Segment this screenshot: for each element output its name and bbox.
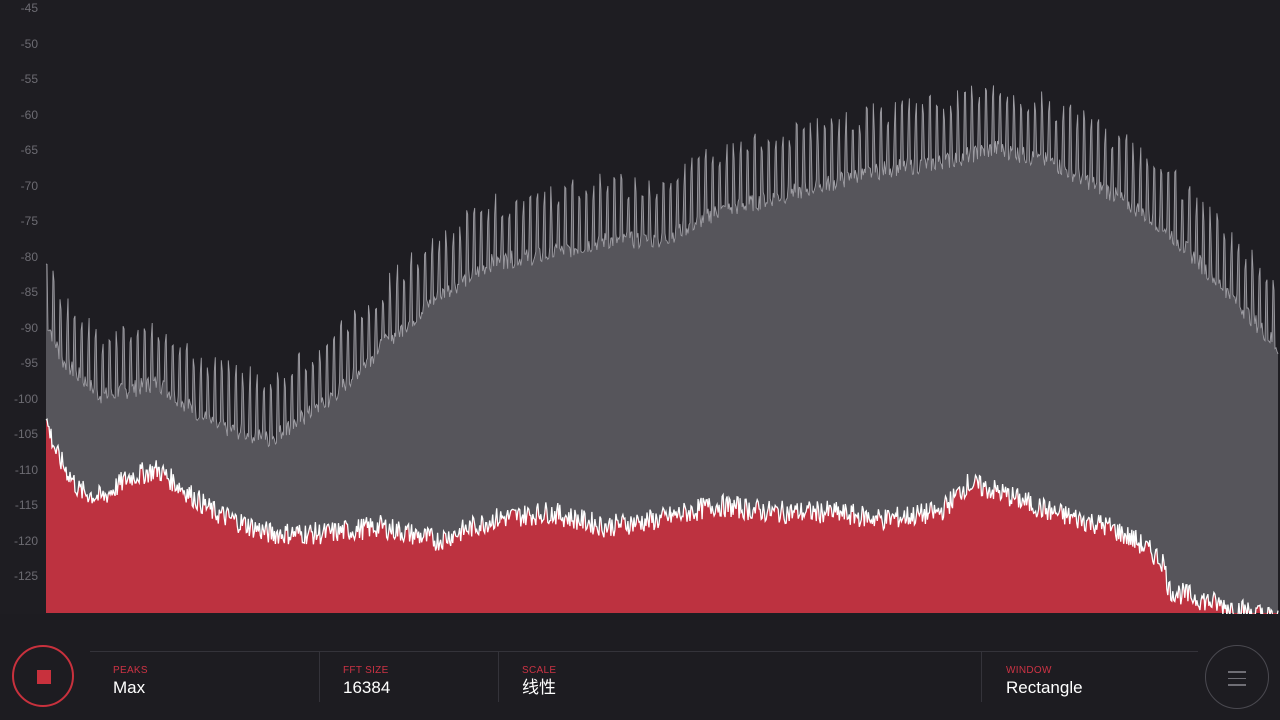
y-tick-label: -65 <box>20 143 38 157</box>
current-spectrum-line <box>45 418 1279 614</box>
y-tick-label: -95 <box>20 356 38 370</box>
hamburger-menu-icon <box>1228 671 1246 691</box>
peak-spectrum-line <box>45 85 1279 448</box>
peaks-label: PEAKS <box>113 665 148 676</box>
window-value: Rectangle <box>1006 678 1083 697</box>
y-tick-label: -125 <box>13 569 38 583</box>
y-tick-label: -100 <box>13 391 38 406</box>
y-tick-label: -70 <box>20 178 38 193</box>
peak-spectrum-area <box>46 85 1278 613</box>
settings-top-divider <box>90 651 1198 652</box>
current-spectrum-area <box>46 419 1278 614</box>
window-setting[interactable]: WINDOW Rectangle <box>1006 665 1083 698</box>
y-tick-label: -80 <box>20 249 38 264</box>
y-tick-label: -60 <box>20 107 38 122</box>
y-tick-label: -45 <box>20 1 38 15</box>
y-tick-label: -105 <box>13 427 38 441</box>
stop-icon <box>37 670 51 684</box>
fft-size-setting[interactable]: FFT SIZE 16384 <box>343 665 390 698</box>
y-tick-label: -120 <box>13 533 38 548</box>
fft-size-label: FFT SIZE <box>343 665 389 676</box>
settings-divider <box>981 652 982 702</box>
peaks-setting[interactable]: PEAKS Max <box>113 665 148 698</box>
settings-divider <box>319 652 320 702</box>
spectrum-chart: -45 -50 -55 -60 -65 -70 -75 -80 -85 -90 -95 -100 -10… <box>13 1 1279 614</box>
y-tick-label: -90 <box>20 320 38 335</box>
y-tick-label: -110 <box>14 462 38 477</box>
scale-label: SCALE <box>522 665 557 676</box>
stop-button[interactable] <box>12 645 74 707</box>
menu-button[interactable] <box>1205 645 1269 709</box>
window-label: WINDOW <box>1006 665 1052 676</box>
y-tick-label: -85 <box>20 285 38 299</box>
y-tick-label: -115 <box>14 498 38 512</box>
settings-divider <box>498 652 499 702</box>
peaks-value: Max <box>113 678 146 697</box>
y-tick-label: -75 <box>20 214 38 228</box>
scale-setting[interactable]: SCALE 线性 <box>522 665 556 698</box>
bottom-control-bar <box>0 614 1280 720</box>
y-tick-label: -50 <box>20 36 38 51</box>
fft-size-value: 16384 <box>343 678 391 697</box>
scale-value: 线性 <box>522 678 556 697</box>
spectrum-plot-svg <box>45 85 1279 614</box>
y-tick-label: -55 <box>20 72 38 86</box>
